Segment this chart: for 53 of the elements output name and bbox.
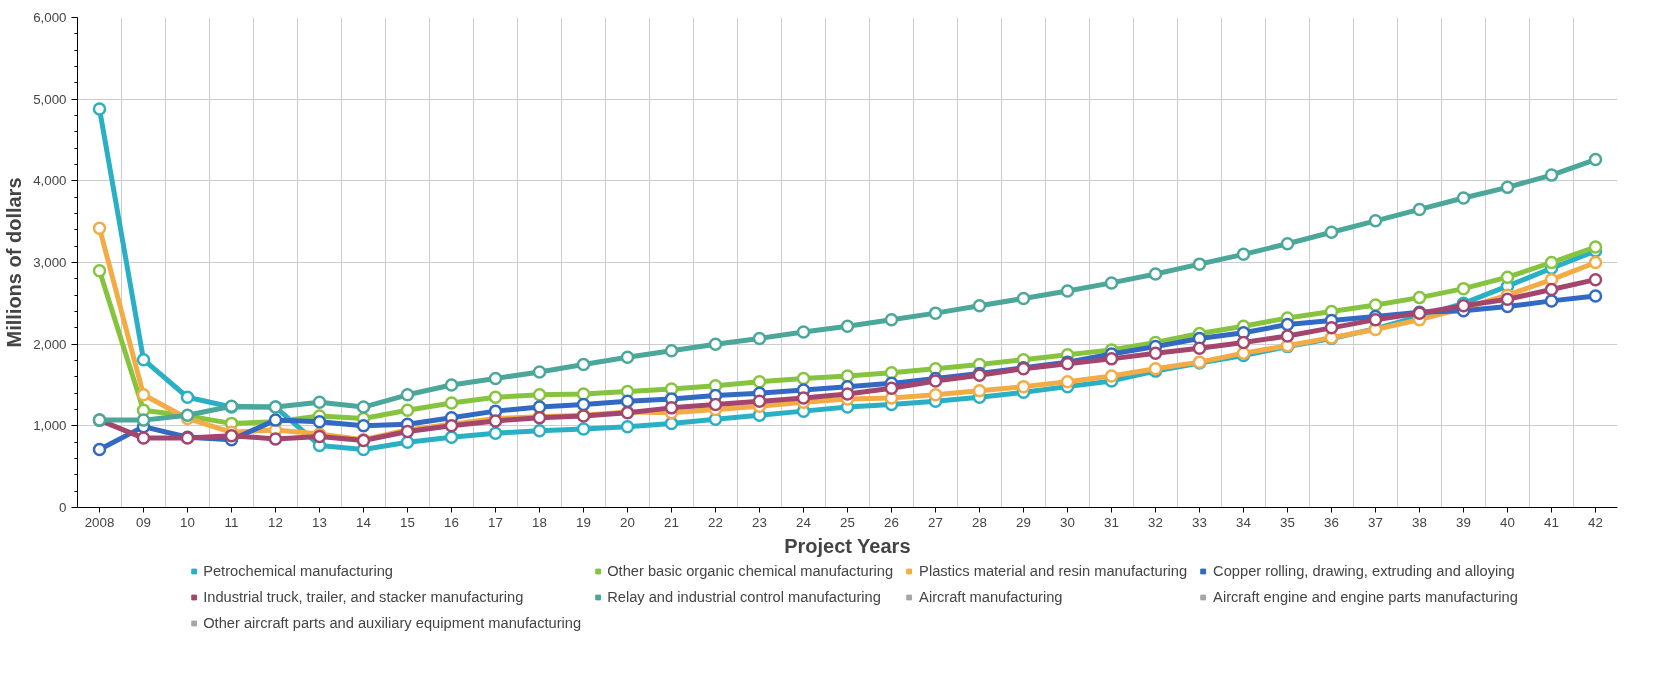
x-tick-label: 12 bbox=[268, 514, 283, 530]
x-tick-label: 17 bbox=[488, 514, 503, 530]
y-tick-label: 3,000 bbox=[33, 255, 67, 270]
x-tick-label: 34 bbox=[1236, 514, 1252, 530]
legend-label: Other aircraft parts and auxiliary equipment manufacturing bbox=[203, 615, 582, 631]
x-tick-label: 18 bbox=[532, 514, 547, 530]
y-tick-label: 4,000 bbox=[33, 173, 67, 189]
y-tick-label: 5,000 bbox=[33, 91, 67, 107]
x-tick-label: 22 bbox=[708, 514, 723, 530]
x-tick-label: 28 bbox=[972, 514, 987, 530]
x-tick-label: 41 bbox=[1544, 514, 1559, 530]
x-tick-label: 38 bbox=[1412, 514, 1427, 530]
x-tick-label: 29 bbox=[1016, 514, 1031, 530]
y-axis-title: Millions of dollars bbox=[3, 177, 26, 348]
legend-label: Other basic organic chemical manufacturing bbox=[607, 563, 894, 579]
x-axis-title: Project Years bbox=[784, 534, 911, 557]
x-tick-label: 42 bbox=[1588, 514, 1603, 530]
legend-label: Relay and industrial control manufacturing bbox=[607, 589, 881, 605]
legend-label: Aircraft manufacturing bbox=[919, 589, 1063, 605]
x-tick-label: 09 bbox=[136, 514, 151, 530]
x-tick-label: 33 bbox=[1192, 514, 1207, 530]
x-tick-label: 40 bbox=[1500, 514, 1515, 530]
y-tick-label: 1,000 bbox=[33, 418, 67, 434]
x-tick-label: 13 bbox=[312, 514, 327, 530]
y-tick-label: 2,000 bbox=[33, 336, 67, 352]
x-tick-label: 20 bbox=[620, 514, 635, 530]
y-tick-label: 0 bbox=[59, 500, 67, 515]
legend-label: Plastics material and resin manufacturing bbox=[919, 563, 1188, 579]
x-tick-label: 25 bbox=[840, 514, 855, 530]
x-tick-label: 37 bbox=[1368, 514, 1383, 530]
legend-label: Aircraft engine and engine parts manufacturing bbox=[1213, 589, 1518, 605]
x-tick-label: 36 bbox=[1324, 514, 1339, 530]
x-tick-label: 30 bbox=[1060, 514, 1075, 530]
legend-label: Copper rolling, drawing, extruding and alloying bbox=[1213, 563, 1515, 579]
x-tick-label: 15 bbox=[400, 514, 415, 530]
x-tick-label: 23 bbox=[752, 514, 767, 530]
x-tick-label: 24 bbox=[796, 514, 812, 530]
x-tick-label: 32 bbox=[1148, 514, 1163, 530]
x-tick-label: 10 bbox=[180, 514, 195, 530]
x-tick-label: 14 bbox=[356, 514, 372, 530]
x-tick-label: 11 bbox=[224, 514, 239, 530]
x-tick-label: 31 bbox=[1104, 514, 1119, 530]
x-tick-label: 39 bbox=[1456, 514, 1471, 530]
x-tick-label: 26 bbox=[884, 514, 899, 530]
y-tick-label: 6,000 bbox=[33, 10, 67, 25]
x-tick-label: 21 bbox=[664, 514, 679, 530]
x-tick-label: 27 bbox=[928, 514, 943, 530]
x-tick-label: 35 bbox=[1280, 514, 1295, 530]
x-tick-label: 2008 bbox=[84, 514, 115, 530]
x-tick-label: 16 bbox=[444, 514, 459, 530]
x-tick-label: 19 bbox=[576, 514, 591, 530]
legend-label: Petrochemical manufacturing bbox=[203, 563, 393, 579]
legend-label: Industrial truck, trailer, and stacker manufacturing bbox=[203, 589, 524, 605]
